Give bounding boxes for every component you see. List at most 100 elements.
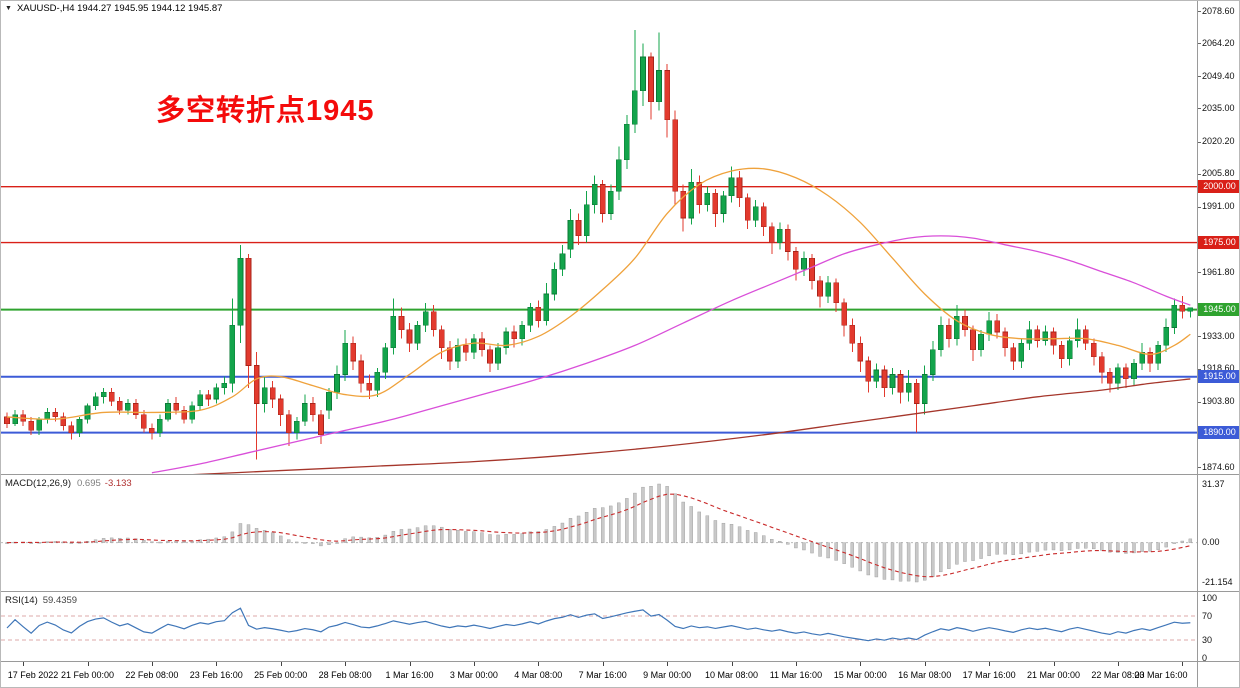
candle-body[interactable] (52, 412, 59, 418)
candle-body[interactable] (559, 253, 566, 270)
candle-body[interactable] (889, 374, 896, 389)
candle-body[interactable] (36, 418, 43, 431)
macd-histogram-bar[interactable] (158, 541, 162, 544)
macd-histogram-bar[interactable] (279, 535, 283, 543)
candle-body[interactable] (293, 421, 300, 433)
candle-body[interactable] (463, 345, 469, 353)
candle-body[interactable] (680, 190, 687, 219)
candle-body[interactable] (543, 293, 550, 322)
candle-body[interactable] (656, 70, 662, 103)
macd-histogram-bar[interactable] (287, 539, 291, 543)
candle-body[interactable] (1018, 342, 1025, 362)
candle-body[interactable] (358, 360, 365, 384)
ma_mid-line[interactable] (151, 235, 1191, 474)
macd-histogram-bar[interactable] (1011, 542, 1015, 555)
macd-histogram-bar[interactable] (520, 533, 524, 543)
candle-body[interactable] (817, 280, 823, 297)
candle-body[interactable] (438, 329, 445, 348)
macd-histogram-bar[interactable] (1092, 542, 1096, 550)
candle-body[interactable] (833, 282, 839, 304)
macd-histogram-bar[interactable] (383, 534, 388, 543)
macd-histogram-bar[interactable] (641, 486, 645, 543)
macd-histogram-bar[interactable] (472, 531, 476, 543)
candle-body[interactable] (567, 219, 574, 250)
macd-histogram-bar[interactable] (1027, 542, 1032, 553)
candle-body[interactable] (551, 269, 558, 295)
rsi-chart[interactable] (1, 592, 1197, 661)
candle-body[interactable] (849, 324, 856, 344)
macd-histogram-bar[interactable] (415, 527, 420, 543)
candle-body[interactable] (1002, 331, 1009, 348)
candle-body[interactable] (632, 90, 638, 125)
macd-histogram-bar[interactable] (351, 536, 355, 543)
candle-body[interactable] (1155, 345, 1161, 364)
candle-body[interactable] (1034, 329, 1041, 342)
macd-histogram-bar[interactable] (319, 542, 323, 547)
macd-chart[interactable] (1, 475, 1197, 591)
macd-histogram-bar[interactable] (673, 493, 677, 543)
candle-body[interactable] (688, 181, 695, 219)
candle-body[interactable] (785, 228, 791, 252)
candle-body[interactable] (68, 425, 75, 433)
macd-histogram-bar[interactable] (367, 537, 371, 543)
macd-histogram-bar[interactable] (995, 542, 999, 555)
candle-body[interactable] (116, 400, 123, 411)
candle-body[interactable] (1074, 329, 1081, 342)
candle-body[interactable] (905, 383, 912, 393)
macd-histogram-bar[interactable] (609, 505, 613, 543)
candle-body[interactable] (535, 307, 542, 322)
macd-histogram-bar[interactable] (794, 542, 798, 549)
macd-histogram-bar[interactable] (987, 542, 991, 557)
macd-histogram-bar[interactable] (1188, 538, 1193, 543)
candle-body[interactable] (285, 414, 292, 433)
candle-body[interactable] (583, 204, 590, 237)
macd-histogram-bar[interactable] (1075, 542, 1080, 549)
macd-histogram-bar[interactable] (874, 542, 879, 578)
candle-body[interactable] (269, 387, 276, 400)
candle-body[interactable] (720, 195, 727, 214)
macd-histogram-bar[interactable] (576, 515, 581, 543)
candle-body[interactable] (648, 56, 654, 103)
candle-body[interactable] (141, 414, 147, 429)
macd-histogram-bar[interactable] (858, 542, 862, 572)
candle-body[interactable] (978, 333, 984, 351)
candle-body[interactable] (857, 342, 864, 362)
candle-body[interactable] (197, 394, 203, 407)
macd-histogram-bar[interactable] (552, 526, 557, 543)
candle-body[interactable] (1139, 351, 1145, 364)
candle-body[interactable] (1163, 327, 1169, 346)
macd-histogram-bar[interactable] (1035, 542, 1040, 552)
macd-histogram-bar[interactable] (721, 522, 726, 543)
candle-body[interactable] (503, 331, 509, 348)
macd-histogram-bar[interactable] (770, 539, 774, 543)
candle-body[interactable] (1042, 331, 1049, 342)
macd-histogram-bar[interactable] (440, 526, 444, 543)
candle-body[interactable] (1187, 307, 1194, 312)
macd-histogram-bar[interactable] (834, 542, 838, 561)
candle-body[interactable] (696, 181, 703, 205)
panel-separator-time[interactable] (1, 661, 1239, 662)
candle-body[interactable] (28, 421, 34, 431)
candle-body[interactable] (414, 324, 421, 344)
candle-body[interactable] (310, 403, 316, 415)
macd-histogram-bar[interactable] (890, 542, 895, 581)
candle-body[interactable] (527, 307, 534, 326)
ma_fast-line[interactable] (6, 167, 1191, 420)
macd-histogram-bar[interactable] (448, 529, 452, 543)
macd-histogram-bar[interactable] (931, 542, 935, 577)
candle-body[interactable] (929, 349, 936, 375)
macd-histogram-bar[interactable] (818, 542, 822, 557)
candle-body[interactable] (229, 324, 236, 384)
macd-histogram-bar[interactable] (947, 542, 951, 569)
macd-histogram-bar[interactable] (431, 525, 436, 543)
macd-histogram-bar[interactable] (45, 541, 49, 543)
macd-histogram-bar[interactable] (955, 542, 959, 565)
macd-histogram-bar[interactable] (568, 518, 573, 543)
candle-body[interactable] (970, 329, 976, 351)
macd-histogram-bar[interactable] (617, 502, 621, 543)
candle-body[interactable] (752, 206, 759, 221)
macd-histogram-bar[interactable] (496, 534, 500, 543)
macd-histogram-bar[interactable] (464, 531, 468, 543)
panel-separator-rsi[interactable] (1, 591, 1239, 592)
candle-body[interactable] (4, 416, 10, 424)
